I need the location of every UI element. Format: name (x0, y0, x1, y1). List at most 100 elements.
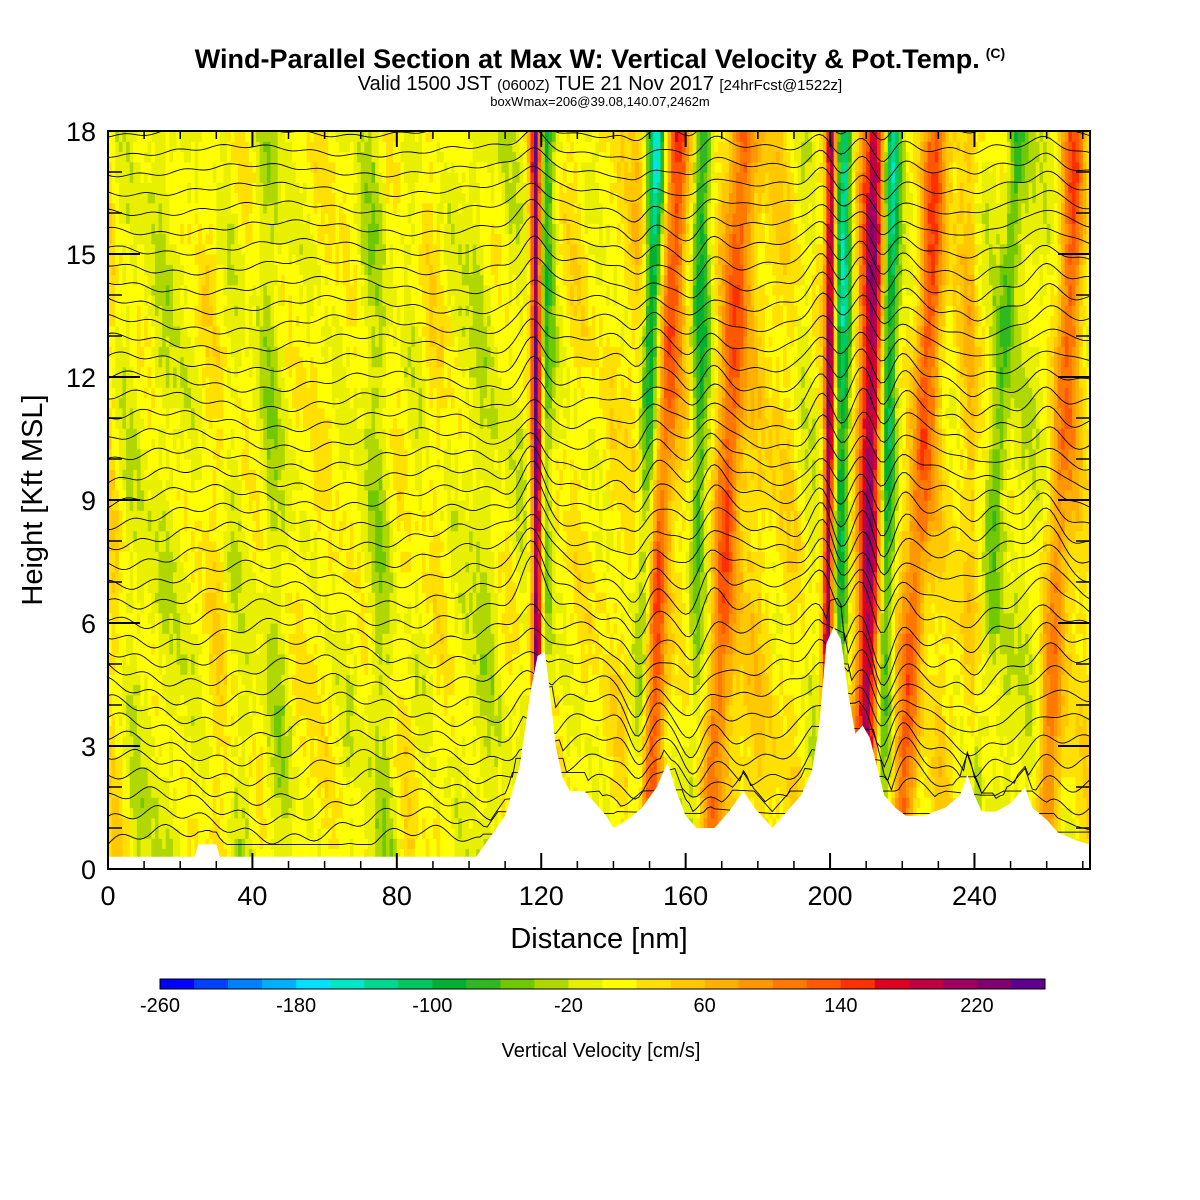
field-cell (151, 653, 156, 665)
field-cell (281, 336, 286, 347)
field-cell (144, 264, 149, 276)
field-cell (259, 848, 264, 860)
field-cell (295, 520, 300, 532)
field-cell (180, 264, 185, 276)
field-cell (328, 684, 333, 696)
field-cell (277, 838, 282, 850)
field-cell (342, 694, 347, 706)
field-cell (306, 561, 311, 573)
field-cell (140, 674, 145, 686)
field-cell (353, 233, 358, 245)
field-cell (147, 776, 152, 788)
field-cell (349, 161, 355, 173)
field-cell (212, 592, 217, 604)
field-cell (346, 530, 351, 542)
field-cell (129, 582, 134, 593)
field-cell (328, 653, 333, 665)
field-cell (219, 561, 225, 573)
field-cell (216, 674, 221, 686)
field-cell (237, 377, 243, 388)
field-cell (241, 797, 246, 809)
field-cell (169, 817, 174, 829)
field-cell (248, 459, 254, 470)
field-cell (118, 428, 124, 440)
field-cell (313, 541, 318, 552)
field-cell (209, 202, 214, 214)
field-cell (288, 674, 293, 686)
field-cell (299, 264, 304, 276)
field-cell (151, 418, 156, 429)
field-cell (191, 725, 196, 737)
field-cell (223, 438, 228, 450)
field-cell (357, 705, 362, 716)
field-cell (212, 325, 217, 337)
field-cell (165, 315, 170, 327)
field-cell (165, 705, 170, 716)
field-cell (317, 735, 322, 747)
field-cell (281, 305, 286, 317)
field-cell (205, 776, 210, 788)
field-cell (259, 264, 264, 276)
field-cell (147, 182, 152, 194)
field-cell (353, 356, 358, 368)
field-cell (346, 582, 351, 593)
field-cell (328, 756, 333, 768)
field-cell (248, 448, 254, 460)
field-cell (111, 387, 116, 399)
field-cell (346, 131, 351, 142)
field-cell (357, 653, 362, 665)
field-cell (335, 274, 340, 286)
field-cell (176, 233, 181, 245)
field-cell (230, 838, 235, 850)
field-cell (241, 817, 246, 829)
field-cell (147, 407, 152, 419)
field-cell (292, 479, 297, 491)
field-cell (151, 151, 156, 163)
field-cell (183, 243, 189, 255)
field-cell (288, 561, 293, 573)
field-cell (198, 766, 203, 778)
field-cell (136, 612, 142, 624)
field-cell (180, 295, 185, 306)
field-cell (234, 602, 239, 614)
field-cell (115, 725, 120, 737)
field-cell (165, 848, 170, 860)
field-cell (227, 592, 232, 604)
field-cell (198, 828, 203, 839)
field-cell (191, 161, 196, 173)
field-cell (219, 356, 225, 368)
field-cell (126, 366, 131, 378)
field-cell (108, 346, 113, 358)
field-cell (158, 602, 163, 614)
field-cell (349, 202, 355, 214)
field-cell (133, 807, 138, 819)
field-cell (256, 766, 261, 778)
field-cell (136, 643, 142, 655)
field-cell (122, 633, 127, 645)
field-cell (212, 715, 217, 727)
field-cell (237, 766, 243, 778)
field-cell (263, 653, 268, 665)
field-cell (313, 479, 318, 491)
field-cell (205, 459, 210, 470)
field-cell (216, 202, 221, 214)
field-cell (292, 551, 297, 563)
field-cell (317, 305, 322, 317)
field-cell (270, 459, 275, 470)
field-cell (248, 202, 254, 214)
field-cell (201, 469, 207, 481)
field-cell (212, 828, 217, 839)
field-cell (115, 274, 120, 286)
field-cell (158, 684, 163, 696)
field-cell (227, 602, 232, 614)
field-cell (194, 817, 199, 829)
field-cell (219, 489, 225, 501)
field-cell (349, 489, 355, 501)
field-cell (256, 223, 261, 235)
field-cell (183, 530, 189, 542)
field-cell (234, 541, 239, 552)
field-cell (183, 705, 189, 716)
field-cell (115, 284, 120, 296)
field-cell (353, 756, 358, 768)
field-cell (288, 541, 293, 552)
